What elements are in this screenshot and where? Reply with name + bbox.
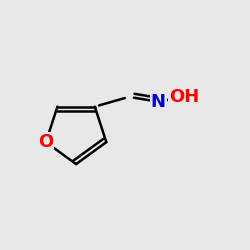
Text: O: O xyxy=(38,133,54,151)
Text: OH: OH xyxy=(169,88,199,106)
Text: N: N xyxy=(150,93,166,111)
